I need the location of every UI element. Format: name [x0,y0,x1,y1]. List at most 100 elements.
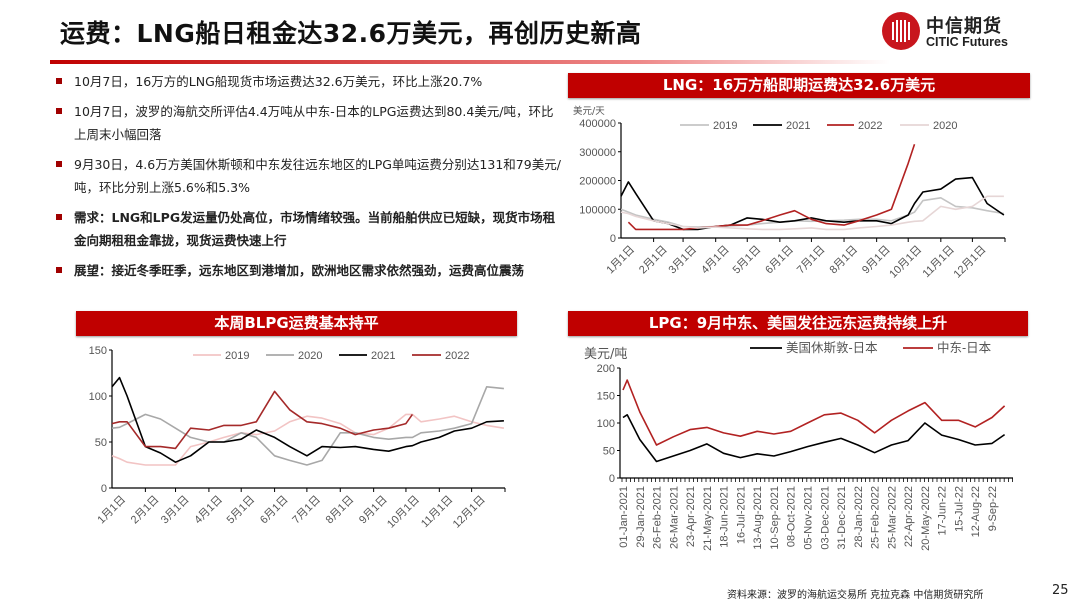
x-tick-label: 6月1日 [258,494,291,527]
bullet-text: 9月30日，4.6万方美国休斯顿和中东发往远东地区的LPG单吨运费分别达131和… [74,157,561,195]
x-tick-label: 10月1日 [887,244,924,281]
x-tick-label: 10-Sep-2021 [769,486,781,550]
x-tick-label: 03-Dec-2021 [819,486,831,550]
x-tick-label: 01-Jan-2021 [618,486,630,548]
x-tick-label: 12月1日 [451,494,488,531]
x-tick-label: 7月1日 [795,244,828,277]
bullet-square-icon [56,161,62,167]
series-line-2020 [111,386,504,466]
bullet-list: 10月7日，16万方的LNG船现货市场运费达32.6万美元，环比上涨20.7% … [56,70,561,289]
series-line-2020 [620,195,1004,231]
x-tick-label: 10月1日 [385,494,422,531]
legend-label: 2021 [371,350,395,362]
series-line-2021 [620,176,1005,231]
bullet-square-icon [56,78,62,84]
y-tick-label: 0 [101,483,107,495]
bullet-item: 需求：LNG和LPG发运量仍处高位，市场情绪较强。当前船舶供应已短缺，现货市场租… [56,206,561,252]
page-number: 25 [1052,583,1069,598]
blpg-chart-title: 本周BLPG运费基本持平 [76,311,517,336]
legend-label: 2021 [786,120,810,132]
x-tick-label: 9-Sep-22 [987,486,999,531]
bullet-square-icon [56,267,62,273]
lng-chart-title: LNG：16万方船即期运费达32.6万美元 [568,73,1030,98]
citic-logo-icon [882,12,920,50]
x-tick-label: 6月1日 [763,244,796,277]
x-tick-label: 12-Aug-22 [970,486,982,537]
bullet-item: 展望：接近冬季旺季，远东地区到港增加，欧洲地区需求依然强劲，运费高位震荡 [56,259,561,282]
x-tick-label: 12月1日 [951,244,988,281]
x-tick-label: 08-Oct-2021 [786,486,798,547]
x-tick-label: 31-Dec-2021 [836,486,848,550]
x-tick-label: 20-May-2022 [920,486,932,551]
x-tick-label: 8月1日 [324,494,357,527]
x-tick-label: 26-Mar-2021 [668,486,680,549]
legend-label: 2019 [713,120,737,132]
page-title: 运费：LNG船日租金达32.6万美元，再创历史新高 [60,19,642,48]
x-tick-label: 1月1日 [95,494,128,527]
y-tick-label: 0 [610,233,616,245]
x-tick-label: 8月1日 [827,244,860,277]
x-tick-label: 13-Aug-2021 [752,486,764,550]
legend-label: 2022 [858,120,882,132]
logo-text-en: CITIC Futures [926,35,1008,49]
x-tick-label: 23-Apr-2021 [685,486,697,547]
x-tick-label: 5月1日 [731,244,764,277]
x-tick-label: 28-Jan-2022 [853,486,865,548]
y-tick-label: 50 [95,437,107,449]
x-tick-label: 29-Jan-2021 [635,486,647,548]
x-tick-label: 18-Jun-2021 [719,486,731,548]
x-tick-label: 25-Mar-2022 [886,486,898,549]
x-tick-label: 2月1日 [129,494,162,527]
lng-y-unit: 美元/天 [573,105,605,117]
y-tick-label: 200 [597,363,615,375]
bullet-text: 需求：LNG和LPG发运量仍处高位，市场情绪较强。当前船舶供应已短缺，现货市场租… [74,210,556,248]
bullet-text: 10月7日，16万方的LNG船现货市场运费达32.6万美元，环比上涨20.7% [74,74,483,89]
x-tick-label: 2月1日 [637,244,670,277]
y-tick-label: 50 [603,446,615,458]
x-tick-label: 21-May-2021 [702,486,714,551]
bullet-item: 9月30日，4.6万方美国休斯顿和中东发往远东地区的LPG单吨运费分别达131和… [56,153,561,199]
x-tick-label: 11月1日 [920,244,956,280]
bullet-square-icon [56,214,62,220]
y-tick-label: 200000 [579,176,616,188]
legend-label: 2020 [933,120,957,132]
x-tick-label: 1月1日 [604,244,637,277]
x-tick-label: 15-Jul-22 [953,486,965,532]
x-tick-label: 17-Jun-22 [937,486,949,536]
series-line-中东-日本 [622,379,1006,446]
lpg-y-unit: 美元/吨 [584,347,627,362]
legend-label: 2019 [225,350,249,362]
title-divider [50,60,890,64]
x-tick-label: 16-Jul-2021 [735,486,747,544]
x-tick-label: 26-Feb-2021 [652,486,664,549]
bullet-square-icon [56,108,62,114]
series-line-2022 [111,390,414,450]
y-tick-label: 0 [609,473,615,485]
y-tick-label: 100000 [579,204,616,216]
lpg-chart-title: LPG：9月中东、美国发往远东运费持续上升 [568,311,1028,336]
x-tick-label: 4月1日 [192,494,225,527]
x-tick-label: 22-Apr-2022 [903,486,915,547]
y-tick-label: 100 [597,418,615,430]
x-tick-label: 4月1日 [699,244,732,277]
citic-futures-logo: 中信期货 CITIC Futures [882,10,1032,54]
x-tick-label: 05-Nov-2021 [802,486,814,550]
legend-label: 2022 [445,350,469,362]
series-line-2021 [111,376,504,463]
x-tick-label: 3月1日 [666,244,699,277]
series-line-2019 [620,197,1005,228]
series-line-美国休斯敦-日本 [622,414,1006,463]
source-note: 资料来源：波罗的海航运交易所 克拉克森 中信期货研究所 [727,590,984,601]
y-tick-label: 150 [597,391,615,403]
y-tick-label: 100 [89,391,107,403]
bullet-text: 10月7日，波罗的海航交所评估4.4万吨从中东-日本的LPG运费达到80.4美元… [74,104,554,142]
bullet-item: 10月7日，16万方的LNG船现货市场运费达32.6万美元，环比上涨20.7% [56,70,561,93]
y-tick-label: 150 [89,345,107,357]
bullet-text: 展望：接近冬季旺季，远东地区到港增加，欧洲地区需求依然强劲，运费高位震荡 [74,263,525,278]
x-tick-label: 3月1日 [159,494,192,527]
series-line-2022 [627,144,916,231]
x-tick-label: 11月1日 [419,494,455,530]
